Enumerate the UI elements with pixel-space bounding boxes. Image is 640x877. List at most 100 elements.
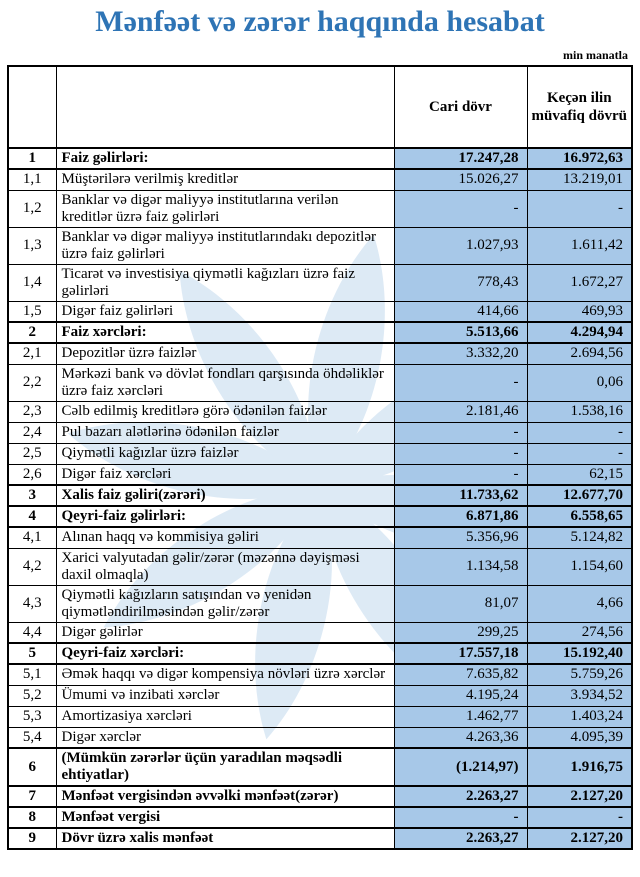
- previous-value-cell: 62,15: [526, 463, 633, 486]
- previous-value-cell: 4,66: [526, 584, 633, 623]
- row-label-cell: Qiymətli kağızların satışından və yenidə…: [55, 584, 395, 623]
- table-row: 4 Qeyri-faiz gəlirləri: 6.871,86 6.558,6…: [7, 505, 633, 528]
- previous-value-cell: 469,93: [526, 300, 633, 323]
- row-number-cell: 4,1: [7, 526, 57, 549]
- table-row: 5,4 Digər xərclər 4.263,36 4.095,39: [7, 726, 633, 749]
- previous-value-cell: -: [526, 421, 633, 444]
- current-value-cell: 11.733,62: [393, 484, 528, 507]
- row-label-cell: Pul bazarı alətlərinə ödənilən faizlər: [55, 421, 395, 444]
- row-number-cell: 1,2: [7, 189, 57, 228]
- current-value-cell: -: [393, 363, 528, 402]
- page-title: Mənfəət və zərər haqqında hesabat: [95, 5, 545, 38]
- row-label-cell: (Mümkün zərərlər üçün yaradılan məqsədli…: [55, 747, 395, 787]
- unit-note: min manatla: [562, 48, 628, 62]
- previous-value-cell: 16.972,63: [526, 147, 633, 170]
- profit-loss-table: Cari dövr Keçən ilin müvafiq dövrü 1 Fai…: [7, 65, 633, 850]
- row-label-cell: Faiz xərcləri:: [55, 321, 395, 344]
- row-label-cell: Əmək haqqı və digər kompensiya növləri ü…: [55, 663, 395, 686]
- table-row: 4,2 Xarici valyutadan gəlir/zərər (məzən…: [7, 547, 633, 586]
- table-row: 2,1 Depozitlər üzrə faizlər 3.332,20 2.6…: [7, 342, 633, 365]
- table-row: 1,2 Banklar və digər maliyyə institutlar…: [7, 189, 633, 228]
- current-value-cell: 17.557,18: [393, 642, 528, 665]
- table-row: 3 Xalis faiz gəliri(zərəri) 11.733,62 12…: [7, 484, 633, 507]
- row-number-cell: 1: [7, 147, 57, 170]
- current-value-cell: 1.027,93: [393, 226, 528, 265]
- row-number-cell: 2,6: [7, 463, 57, 486]
- previous-value-cell: 1.154,60: [526, 547, 633, 586]
- previous-value-cell: 1.916,75: [526, 747, 633, 787]
- table-row: 2 Faiz xərcləri: 5.513,66 4.294,94: [7, 321, 633, 344]
- column-header-previous: Keçən ilin müvafiq dövrü: [526, 65, 633, 149]
- table-row: 1,3 Banklar və digər maliyyə institutlar…: [7, 226, 633, 265]
- row-label-cell: Digər faiz xərcləri: [55, 463, 395, 486]
- previous-value-cell: -: [526, 189, 633, 228]
- row-number-cell: 1,1: [7, 168, 57, 191]
- current-value-cell: 778,43: [393, 263, 528, 302]
- row-number-cell: 6: [7, 747, 57, 787]
- row-number-cell: 2,5: [7, 442, 57, 465]
- current-value-cell: -: [393, 806, 528, 829]
- previous-value-cell: 274,56: [526, 621, 633, 644]
- previous-value-cell: 5.124,82: [526, 526, 633, 549]
- current-value-cell: -: [393, 421, 528, 444]
- current-value-cell: 414,66: [393, 300, 528, 323]
- row-label-cell: Faiz gəlirləri:: [55, 147, 395, 170]
- previous-value-cell: 1.538,16: [526, 400, 633, 423]
- row-label-cell: Banklar və digər maliyyə institutlarına …: [55, 189, 395, 228]
- previous-value-cell: 13.219,01: [526, 168, 633, 191]
- previous-value-cell: 12.677,70: [526, 484, 633, 507]
- row-label-cell: Ümumi və inzibati xərclər: [55, 684, 395, 707]
- row-label-cell: Mərkəzi bank və dövlət fondları qarşısın…: [55, 363, 395, 402]
- previous-value-cell: 5.759,26: [526, 663, 633, 686]
- row-number-cell: 1,3: [7, 226, 57, 265]
- table-row: 2,3 Cəlb edilmiş kreditlərə görə ödənilə…: [7, 400, 633, 423]
- table-row: 1,4 Ticarət və investisiya qiymətli kağı…: [7, 263, 633, 302]
- row-number-cell: 2,1: [7, 342, 57, 365]
- table-row: 5,2 Ümumi və inzibati xərclər 4.195,24 3…: [7, 684, 633, 707]
- row-label-cell: Alınan haqq və kommisiya gəliri: [55, 526, 395, 549]
- current-value-cell: 6.871,86: [393, 505, 528, 528]
- row-number-cell: 7: [7, 785, 57, 808]
- previous-value-cell: 0,06: [526, 363, 633, 402]
- current-value-cell: -: [393, 463, 528, 486]
- row-label-cell: Qeyri-faiz gəlirləri:: [55, 505, 395, 528]
- current-value-cell: (1.214,97): [393, 747, 528, 787]
- current-value-cell: 299,25: [393, 621, 528, 644]
- row-label-cell: Banklar və digər maliyyə institutlarında…: [55, 226, 395, 265]
- current-value-cell: 5.356,96: [393, 526, 528, 549]
- table-row: 4,4 Digər gəlirlər 299,25 274,56: [7, 621, 633, 644]
- table-row: 1 Faiz gəlirləri: 17.247,28 16.972,63: [7, 147, 633, 170]
- row-label-cell: Digər xərclər: [55, 726, 395, 749]
- table-row: 2,6 Digər faiz xərcləri - 62,15: [7, 463, 633, 486]
- table-row: 5,3 Amortizasiya xərcləri 1.462,77 1.403…: [7, 705, 633, 728]
- table-row: 5,1 Əmək haqqı və digər kompensiya növlə…: [7, 663, 633, 686]
- previous-value-cell: 4.294,94: [526, 321, 633, 344]
- previous-value-cell: -: [526, 806, 633, 829]
- previous-value-cell: 4.095,39: [526, 726, 633, 749]
- row-label-cell: Depozitlər üzrə faizlər: [55, 342, 395, 365]
- row-number-cell: 1,5: [7, 300, 57, 323]
- table-row: 1,5 Digər faiz gəlirləri 414,66 469,93: [7, 300, 633, 323]
- row-number-cell: 8: [7, 806, 57, 829]
- row-number-cell: 4,4: [7, 621, 57, 644]
- previous-value-cell: 3.934,52: [526, 684, 633, 707]
- row-number-cell: 5,2: [7, 684, 57, 707]
- row-label-cell: Cəlb edilmiş kreditlərə görə ödənilən fa…: [55, 400, 395, 423]
- row-number-cell: 4: [7, 505, 57, 528]
- table-row: 4,3 Qiymətli kağızların satışından və ye…: [7, 584, 633, 623]
- row-number-cell: 5: [7, 642, 57, 665]
- row-label-cell: Mənfəət vergisi: [55, 806, 395, 829]
- row-label-cell: Xalis faiz gəliri(zərəri): [55, 484, 395, 507]
- table-row: 9 Dövr üzrə xalis mənfəət 2.263,27 2.127…: [7, 827, 633, 850]
- row-number-cell: 2,3: [7, 400, 57, 423]
- current-value-cell: 2.181,46: [393, 400, 528, 423]
- row-number-cell: 5,1: [7, 663, 57, 686]
- previous-value-cell: 2.694,56: [526, 342, 633, 365]
- current-value-cell: 81,07: [393, 584, 528, 623]
- current-value-cell: 15.026,27: [393, 168, 528, 191]
- table-header-row: Cari dövr Keçən ilin müvafiq dövrü: [7, 65, 633, 149]
- table-row: 2,2 Mərkəzi bank və dövlət fondları qarş…: [7, 363, 633, 402]
- table-row: 8 Mənfəət vergisi - -: [7, 806, 633, 829]
- corner-cell-number: [7, 65, 57, 149]
- table-row: 2,5 Qiymətli kağızlar üzrə faizlər - -: [7, 442, 633, 465]
